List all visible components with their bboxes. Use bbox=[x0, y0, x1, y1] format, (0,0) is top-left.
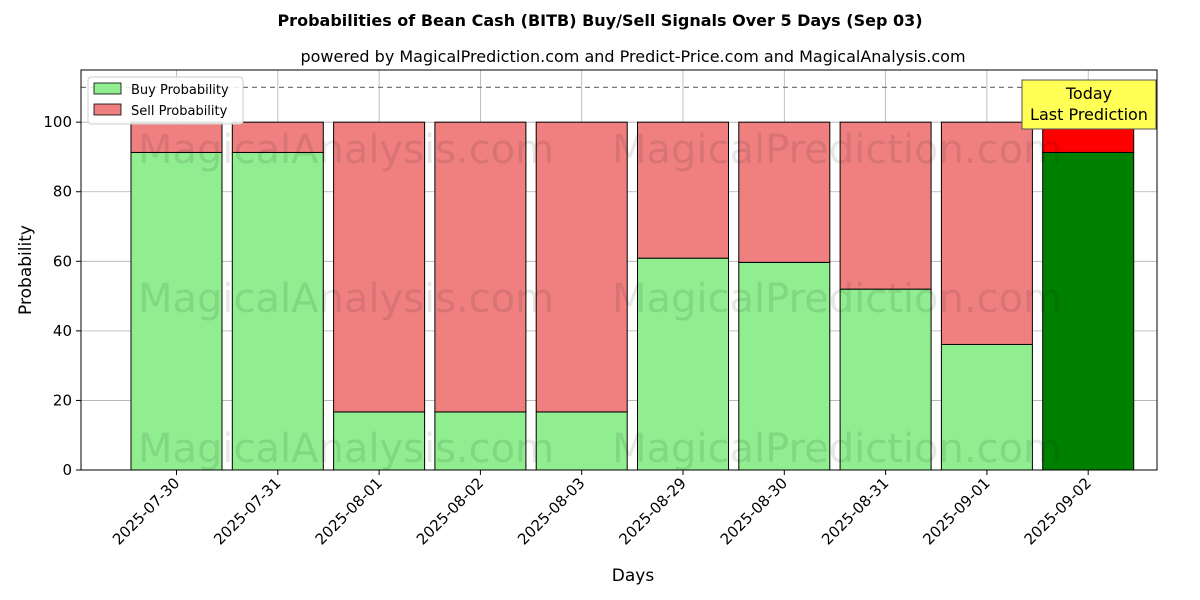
buy-bar bbox=[535, 411, 628, 471]
watermark-text: MagicalPrediction.com bbox=[612, 127, 1062, 173]
buy-bar bbox=[637, 257, 729, 471]
y-tick-label: 60 bbox=[53, 252, 72, 270]
x-tick-label: 2025-07-30 bbox=[109, 474, 183, 548]
legend: Buy Probability Sell Probability bbox=[87, 76, 244, 125]
sell-bar bbox=[940, 121, 1033, 345]
y-tick-label: 80 bbox=[53, 183, 72, 201]
x-tick-label: 2025-08-02 bbox=[413, 474, 487, 548]
buy-bar bbox=[333, 411, 426, 471]
today-box bbox=[1021, 79, 1157, 130]
sell-bar bbox=[333, 121, 426, 413]
x-tick-label: 2025-08-03 bbox=[514, 474, 588, 548]
x-tick-label: 2025-08-30 bbox=[717, 474, 791, 548]
legend-buy-label: Buy Probability bbox=[131, 83, 229, 98]
legend-buy-swatch bbox=[93, 82, 122, 95]
sell-bar bbox=[231, 121, 324, 153]
y-axis-label: Probability bbox=[16, 225, 36, 315]
buy-bar bbox=[940, 343, 1033, 471]
watermark-text: MagicalAnalysis.com bbox=[138, 127, 554, 173]
legend-sell-label: Sell Probability bbox=[131, 104, 228, 119]
watermark-text: MagicalPrediction.com bbox=[612, 426, 1062, 472]
chart-subtitle: powered by MagicalPrediction.com and Pre… bbox=[300, 47, 965, 66]
y-ticks: 0 20 40 60 80 100 bbox=[43, 113, 81, 479]
today-annotation: Today Last Prediction bbox=[1021, 79, 1157, 130]
x-tick-label: 2025-07-31 bbox=[210, 474, 284, 548]
today-label: Today bbox=[1065, 84, 1112, 103]
watermark-text: MagicalAnalysis.com bbox=[138, 426, 554, 472]
last-prediction-label: Last Prediction bbox=[1030, 105, 1148, 124]
sell-bar bbox=[839, 121, 932, 290]
x-ticks: 2025-07-30 2025-07-31 2025-08-01 2025-08-02… bbox=[109, 470, 1095, 548]
x-tick-label: 2025-09-01 bbox=[919, 474, 993, 548]
y-tick-label: 100 bbox=[43, 113, 72, 131]
sell-bar bbox=[130, 121, 223, 153]
y-tick-label: 0 bbox=[62, 461, 72, 479]
sell-bar bbox=[637, 121, 729, 259]
x-tick-label: 2025-09-02 bbox=[1021, 474, 1095, 548]
buy-bar bbox=[130, 151, 223, 471]
chart-title: Probabilities of Bean Cash (BITB) Buy/Se… bbox=[277, 11, 922, 30]
x-tick-label: 2025-08-01 bbox=[312, 474, 386, 548]
watermark-text: MagicalPrediction.com bbox=[612, 276, 1062, 322]
watermark-text: MagicalAnalysis.com bbox=[138, 276, 554, 322]
y-tick-label: 40 bbox=[53, 322, 72, 340]
x-axis-label: Days bbox=[612, 566, 655, 586]
bars bbox=[130, 121, 1135, 471]
sell-bar bbox=[738, 121, 831, 263]
y-tick-label: 20 bbox=[53, 391, 72, 409]
x-tick-label: 2025-08-29 bbox=[615, 474, 689, 548]
legend-box bbox=[87, 76, 244, 125]
x-tick-label: 2025-08-31 bbox=[818, 474, 892, 548]
buy-bar bbox=[1042, 151, 1135, 471]
watermarks: MagicalAnalysis.com MagicalPrediction.com… bbox=[138, 127, 1062, 472]
buy-bar bbox=[839, 288, 932, 471]
buy-bar bbox=[738, 261, 831, 471]
plot-frame bbox=[80, 69, 1158, 471]
legend-sell-swatch bbox=[93, 103, 122, 116]
sell-bar bbox=[535, 121, 628, 413]
sell-bar bbox=[434, 121, 527, 413]
